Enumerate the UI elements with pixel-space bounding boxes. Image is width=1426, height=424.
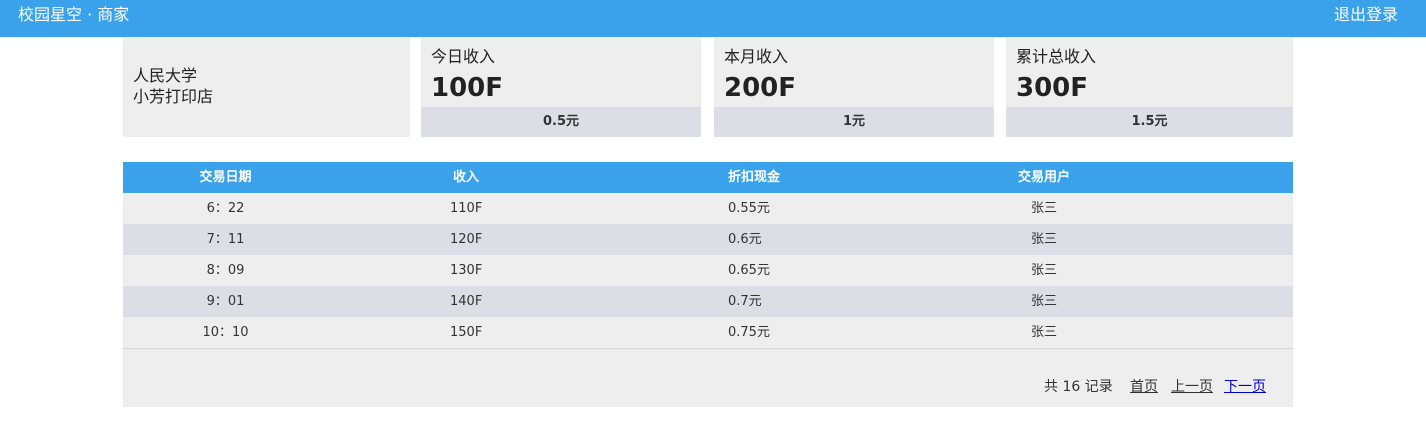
top-navbar: 校园星空 · 商家 退出登录	[0, 0, 1426, 37]
column-header-date: 交易日期	[199, 170, 252, 185]
cell-date: 8：09	[206, 263, 245, 278]
cell-income: 120F	[450, 232, 483, 247]
first-page-link[interactable]: 首页	[1130, 379, 1158, 395]
cell-user: 张三	[1031, 232, 1058, 247]
cell-date: 9：01	[206, 294, 245, 309]
cell-cash: 0.65元	[728, 263, 770, 278]
school-name: 人民大学	[133, 66, 198, 85]
cell-date: 10：10	[202, 325, 249, 340]
column-header-cash: 折扣现金	[728, 170, 781, 185]
cell-income: 130F	[450, 263, 483, 278]
stat-title: 本月收入	[724, 47, 789, 66]
cell-cash: 0.75元	[728, 325, 770, 340]
column-header-user: 交易用户	[1018, 170, 1071, 185]
cell-user: 张三	[1031, 263, 1058, 278]
table-row: 8：09 130F 0.65元 张三	[123, 255, 1293, 286]
stat-value: 100F	[431, 73, 504, 103]
cell-income: 110F	[450, 201, 483, 216]
table-header: 交易日期 收入 折扣现金 交易用户	[123, 162, 1293, 193]
stat-cash: 0.5元	[421, 107, 701, 137]
stat-card-total: 累计总收入 300F 1.5元	[1006, 37, 1293, 137]
table-row: 6：22 110F 0.55元 张三	[123, 193, 1293, 224]
cell-user: 张三	[1031, 325, 1058, 340]
stat-title: 今日收入	[431, 47, 496, 66]
transactions-table: 交易日期 收入 折扣现金 交易用户 6：22 110F 0.55元 张三 7：1…	[123, 162, 1293, 407]
table-row: 10：10 150F 0.75元 张三	[123, 317, 1293, 349]
shop-name: 小芳打印店	[133, 87, 214, 106]
stat-title: 累计总收入	[1016, 47, 1097, 66]
cell-income: 140F	[450, 294, 483, 309]
prev-page-link[interactable]: 上一页	[1171, 379, 1213, 395]
stat-cash: 1.5元	[1006, 107, 1293, 137]
logout-link[interactable]: 退出登录	[1333, 5, 1398, 24]
cell-date: 6：22	[206, 201, 245, 216]
stat-card-today: 今日收入 100F 0.5元	[421, 37, 701, 137]
next-page-link[interactable]: 下一页	[1224, 379, 1266, 395]
cell-cash: 0.7元	[728, 294, 762, 309]
cell-cash: 0.55元	[728, 201, 770, 216]
record-count: 共 16 记录	[1044, 379, 1113, 395]
stat-value: 300F	[1016, 73, 1089, 103]
cell-user: 张三	[1031, 294, 1058, 309]
cell-user: 张三	[1031, 201, 1058, 216]
table-row: 9：01 140F 0.7元 张三	[123, 286, 1293, 317]
cell-income: 150F	[450, 325, 483, 340]
store-info-card: 人民大学 小芳打印店	[123, 37, 410, 137]
cell-cash: 0.6元	[728, 232, 762, 247]
column-header-income: 收入	[453, 170, 480, 185]
stat-cash: 1元	[714, 107, 994, 137]
cell-date: 7：11	[206, 232, 245, 247]
stat-value: 200F	[724, 73, 797, 103]
stat-card-month: 本月收入 200F 1元	[714, 37, 994, 137]
app-brand: 校园星空 · 商家	[18, 5, 130, 24]
table-row: 7：11 120F 0.6元 张三	[123, 224, 1293, 255]
